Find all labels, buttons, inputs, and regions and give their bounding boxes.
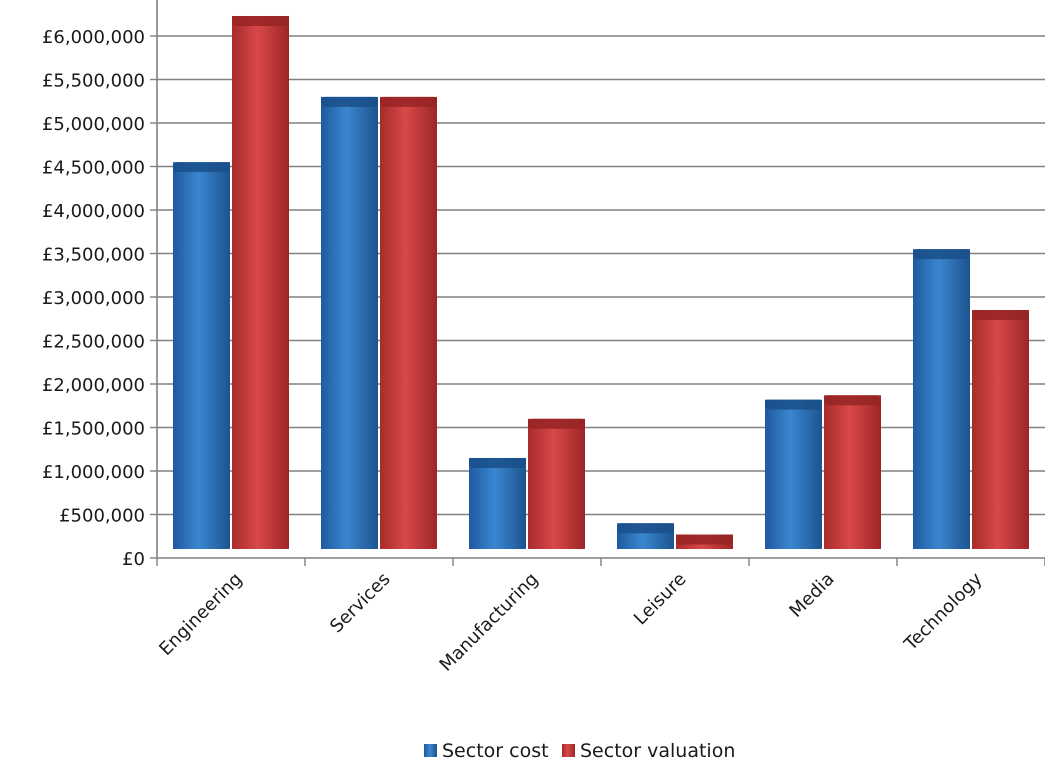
bar-cap (232, 15, 289, 26)
y-axis-tick-labels: £0 £500,000 £1,000,000 £1,500,000 £2,000,000… (42, 27, 145, 570)
bar (676, 534, 733, 549)
y-tick-label: £4,000,000 (42, 201, 145, 222)
bar-cap (380, 96, 437, 107)
y-tick-label: £3,500,000 (42, 245, 145, 266)
y-tick-label: £1,000,000 (42, 462, 145, 483)
bar-body (380, 96, 437, 550)
legend-swatch (562, 744, 575, 757)
bar-cap (913, 249, 970, 260)
x-axis-category-labels: Engineering Services Manufacturing Leisure M… (155, 568, 986, 675)
bar (380, 96, 437, 550)
bar (972, 310, 1029, 549)
bar-body (824, 395, 881, 549)
bar-body (528, 418, 585, 549)
y-tick-label: £500,000 (59, 506, 145, 527)
bar-body (469, 457, 526, 549)
bar-body (321, 96, 378, 550)
bar (469, 457, 526, 549)
bar (173, 162, 230, 549)
x-category-label: Services (326, 569, 395, 638)
y-tick-label: £6,000,000 (42, 27, 145, 48)
bar-cap (972, 310, 1029, 321)
bar (617, 523, 674, 549)
bar (321, 96, 378, 550)
y-tick-label: £1,500,000 (42, 419, 145, 440)
bar-cap (173, 162, 230, 173)
bar (765, 399, 822, 549)
y-tick-label: £5,500,000 (42, 71, 145, 92)
bar (232, 15, 289, 550)
bar-cap (617, 523, 674, 534)
y-tick-label: £4,500,000 (42, 158, 145, 179)
legend-swatch (424, 744, 437, 757)
y-tick-label: £2,000,000 (42, 375, 145, 396)
bar-cap (765, 399, 822, 410)
bar-cap (676, 534, 733, 545)
axes (156, 0, 1045, 566)
y-tick-label: £2,500,000 (42, 332, 145, 353)
legend-label: Sector cost (442, 740, 549, 762)
x-category-label: Media (785, 569, 838, 622)
bar-body (972, 310, 1029, 549)
x-category-label: Technology (900, 568, 987, 655)
bar-body (913, 249, 970, 549)
legend-label: Sector valuation (580, 740, 735, 762)
bar-cap (824, 395, 881, 406)
y-tick-label: £5,000,000 (42, 114, 145, 135)
y-tick-label: £0 (122, 549, 145, 570)
legend: Sector cost Sector valuation (424, 740, 735, 762)
gridlines (150, 35, 1045, 559)
bar-cap (528, 418, 585, 429)
bar-cap (469, 457, 526, 468)
x-category-label: Manufacturing (436, 569, 543, 676)
x-category-label: Leisure (630, 569, 691, 630)
bar-cap (321, 96, 378, 107)
bar (824, 395, 881, 549)
x-category-label: Engineering (155, 569, 246, 660)
y-tick-label: £3,000,000 (42, 288, 145, 309)
bar-body (232, 15, 289, 550)
bars (173, 15, 1029, 550)
bar-body (173, 162, 230, 549)
bar-body (765, 399, 822, 549)
bar (528, 418, 585, 549)
bar (913, 249, 970, 549)
